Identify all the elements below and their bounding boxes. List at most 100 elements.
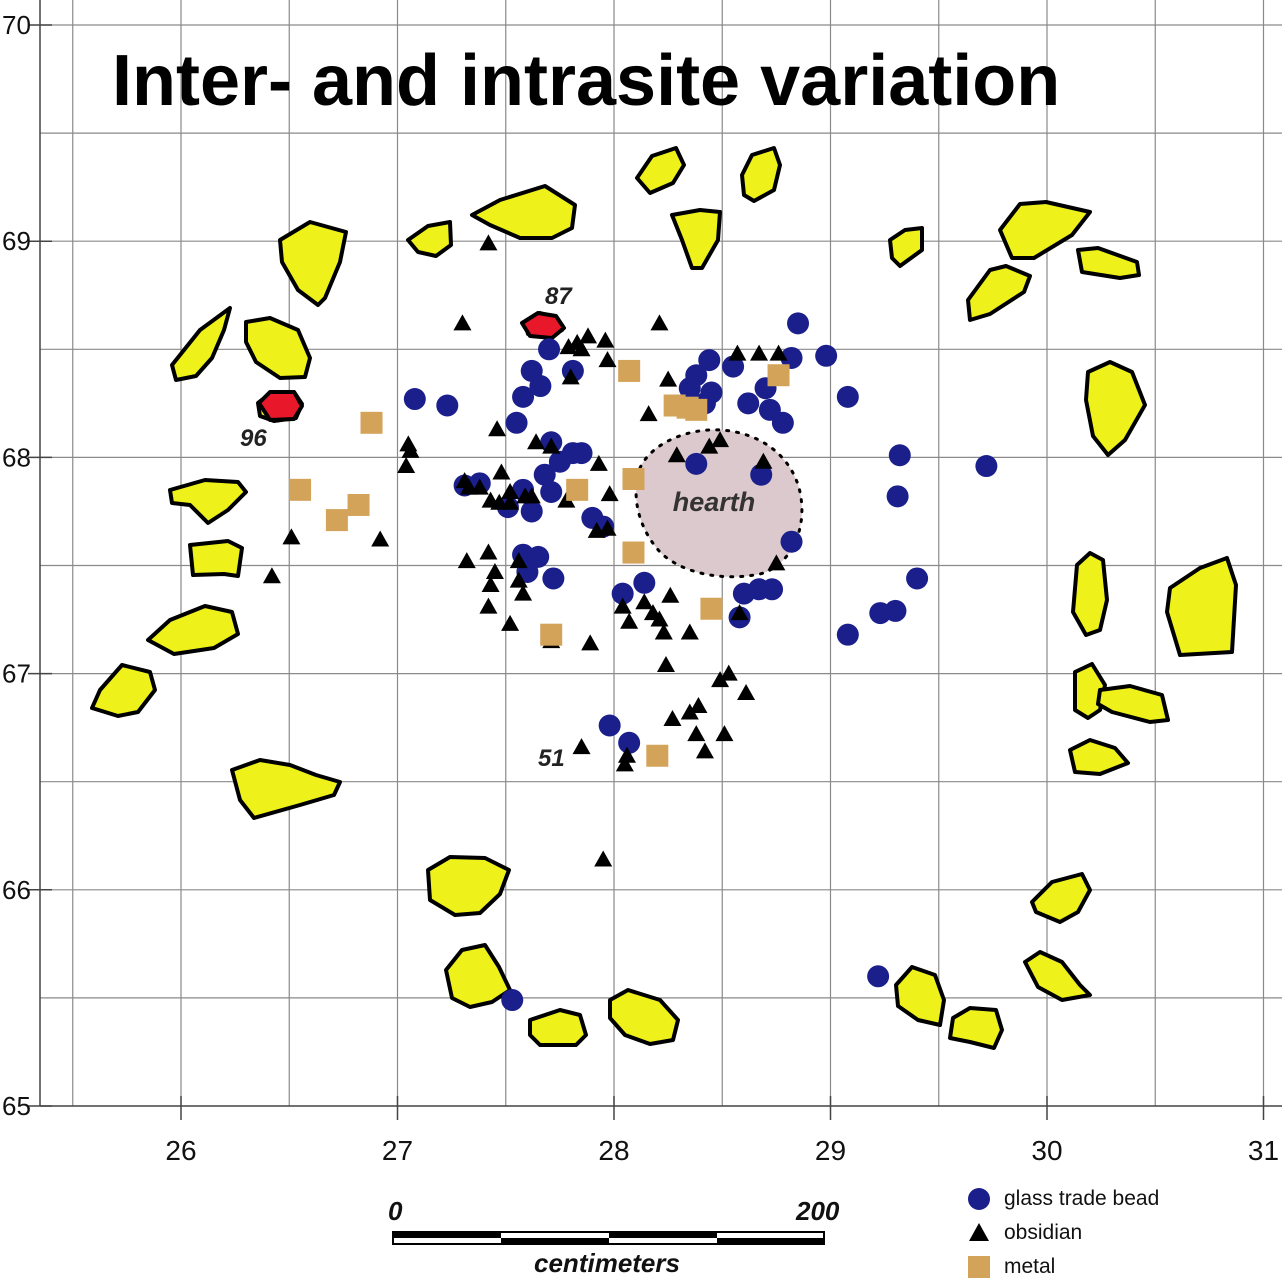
glass-trade-bead-point — [758, 398, 781, 421]
obsidian-point — [754, 452, 773, 469]
rock-outline — [1076, 246, 1141, 280]
scale-unit-label: centimeters — [534, 1248, 680, 1277]
obsidian-point — [527, 433, 546, 450]
obsidian-point — [687, 725, 706, 742]
rock-outline — [894, 965, 946, 1027]
rock-outline — [998, 200, 1092, 260]
metal-point — [700, 597, 723, 620]
rock-outline — [1084, 360, 1147, 457]
rock-outline — [406, 220, 453, 258]
obsidian-point — [579, 327, 598, 344]
obsidian-point — [715, 725, 734, 742]
rock-outline — [444, 943, 512, 1009]
glass-trade-bead-point — [906, 567, 929, 590]
obsidian-point — [479, 597, 498, 614]
obsidian-point — [600, 485, 619, 502]
metal-point — [618, 359, 641, 382]
rock-outline — [1165, 556, 1238, 657]
metal-point — [347, 493, 370, 516]
feature-number-label: 96 — [240, 425, 267, 452]
obsidian-point — [700, 437, 719, 454]
red-rock-87 — [520, 311, 566, 340]
obsidian-point — [470, 478, 489, 495]
glass-trade-bead-point — [750, 463, 773, 486]
obsidian-point — [598, 519, 617, 536]
obsidian-point — [620, 612, 639, 629]
metal-point — [566, 478, 589, 501]
glass-trade-bead-point — [542, 567, 565, 590]
rock-outline — [1068, 738, 1130, 776]
obsidian-point — [492, 463, 511, 480]
rock-outline — [426, 855, 511, 917]
y-tick-label: 69 — [2, 226, 31, 256]
rock-outline — [146, 604, 240, 656]
glass-trade-bead-point — [700, 381, 723, 404]
obsidian-point — [737, 684, 756, 701]
glass-trade-bead-point — [780, 530, 803, 553]
x-tick-label: 26 — [165, 1135, 196, 1166]
scale-end-label: 200 — [795, 1196, 840, 1226]
metal-point — [360, 411, 383, 434]
glass-trade-bead-point — [527, 545, 550, 568]
rock-outline — [230, 758, 342, 820]
rock-outline — [635, 146, 686, 195]
legend-label-glass: glass trade bead — [1004, 1187, 1160, 1210]
metal-point — [622, 468, 645, 491]
legend-item-metal: metal — [962, 1250, 1262, 1284]
glass-trade-bead-point — [732, 582, 755, 605]
obsidian-point — [371, 530, 390, 547]
obsidian-point — [397, 457, 416, 474]
hearth-label: hearth — [673, 487, 756, 517]
legend: glass trade bead obsidian metal — [962, 1182, 1262, 1284]
obsidian-point — [598, 351, 617, 368]
rock-outline — [948, 1006, 1004, 1050]
obsidian-point — [594, 850, 613, 867]
obsidian-point — [650, 314, 669, 331]
rock-outline — [244, 316, 312, 380]
scale-bar-segment — [501, 1238, 609, 1244]
obsidian-point — [617, 746, 636, 763]
glass-trade-bead-point — [888, 444, 911, 467]
annotations: 87 96 51 hearth — [240, 283, 755, 772]
y-tick-label: 65 — [2, 1091, 31, 1121]
chart-title: Inter- and intrasite variation — [112, 41, 1061, 121]
rock-outline — [470, 184, 577, 240]
obsidian-point — [639, 405, 658, 422]
obsidian-point — [730, 604, 749, 621]
obsidian-point — [501, 614, 520, 631]
legend-label-metal: metal — [1004, 1255, 1056, 1278]
obsidian-point — [728, 344, 747, 361]
glass-trade-bead-point — [698, 349, 721, 372]
obsidian-point — [479, 234, 498, 251]
obsidian-point — [561, 368, 580, 385]
rock-outline — [90, 663, 157, 718]
obsidian-point — [453, 314, 472, 331]
rock-outline — [1096, 684, 1170, 724]
circle-icon — [962, 1185, 996, 1213]
x-tick-label: 28 — [598, 1135, 629, 1166]
glass-trade-bead-point — [836, 623, 859, 646]
rock-outline — [1023, 950, 1092, 1002]
rock-outline — [888, 226, 924, 268]
obsidian-point — [542, 437, 561, 454]
rock-outline — [740, 146, 782, 203]
glass-trade-bead-point — [529, 375, 552, 398]
obsidian-point — [711, 431, 730, 448]
rock-outline — [1030, 872, 1092, 924]
scale-bar-segment — [393, 1232, 501, 1238]
square-icon — [962, 1253, 996, 1281]
obsidian-point — [689, 697, 708, 714]
x-tick-label: 27 — [382, 1135, 413, 1166]
y-tick-label: 67 — [2, 659, 31, 689]
glass-trade-bead-point — [505, 411, 528, 434]
obsidian-point — [615, 755, 634, 772]
rock-outline — [528, 1008, 588, 1047]
glass-trade-bead-point — [678, 377, 701, 400]
metal-point — [622, 541, 645, 564]
scale-bar-segment — [609, 1232, 717, 1238]
glass-trade-bead-point — [867, 965, 890, 988]
rock-outline — [188, 539, 244, 578]
glass-trade-bead-point — [722, 355, 745, 378]
rock-outline — [966, 264, 1032, 322]
glass-trade-bead-point — [512, 385, 535, 408]
